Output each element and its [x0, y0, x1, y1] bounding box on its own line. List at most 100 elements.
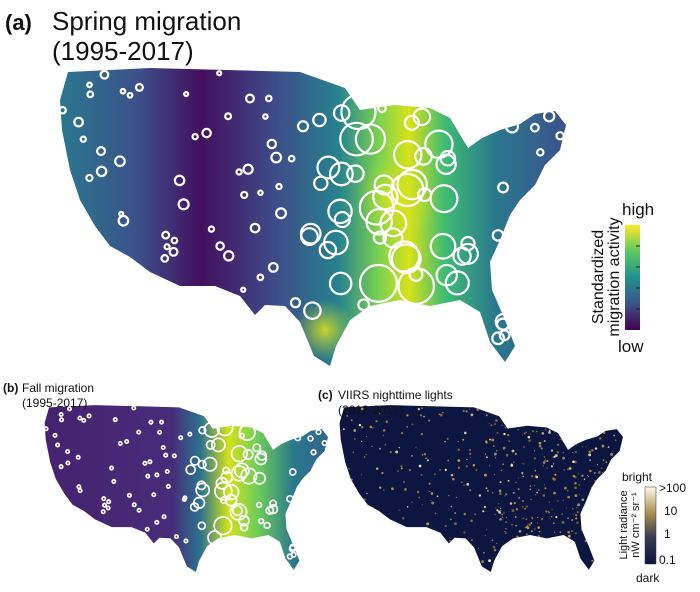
- city-light: [571, 519, 574, 521]
- radar-site: [154, 472, 160, 478]
- city-light: [514, 516, 517, 518]
- city-light: [575, 517, 578, 520]
- city-light: [543, 459, 546, 462]
- radar-site: [219, 496, 228, 504]
- radar-site: [390, 243, 422, 275]
- radar-site: [185, 464, 196, 475]
- city-light: [576, 511, 579, 513]
- radar-site: [99, 69, 110, 80]
- city-light: [607, 446, 610, 449]
- radar-site: [207, 530, 223, 546]
- radar-site: [267, 503, 279, 515]
- radar-site: [555, 131, 565, 141]
- city-light: [601, 444, 605, 448]
- city-light: [397, 470, 399, 472]
- radar-site: [126, 91, 134, 99]
- radar-site: [95, 165, 108, 178]
- radar-site: [202, 456, 218, 472]
- city-light: [538, 444, 542, 448]
- city-light: [517, 429, 519, 431]
- city-light: [385, 420, 389, 423]
- city-light: [444, 525, 447, 528]
- radar-site: [205, 439, 216, 450]
- panel-title: VIIRS nighttime lights: [338, 388, 453, 402]
- radar-site: [111, 478, 117, 484]
- city-light: [418, 496, 421, 499]
- map-outline: [339, 405, 623, 572]
- radar-site: [286, 553, 294, 560]
- radar-site: [310, 449, 317, 456]
- colorbar-tick-label: 1: [664, 527, 671, 541]
- radar-site: [269, 499, 277, 508]
- city-light: [428, 419, 431, 422]
- city-light: [418, 464, 422, 468]
- city-light: [400, 467, 403, 470]
- city-light: [375, 420, 378, 423]
- radar-site: [117, 440, 123, 447]
- city-light: [462, 438, 465, 441]
- radar-site: [192, 496, 206, 510]
- radar-site: [203, 421, 220, 438]
- colorbar-title: migration activity: [606, 217, 623, 336]
- radar-site: [263, 521, 271, 530]
- radar-site: [429, 232, 457, 260]
- radar-site: [197, 521, 207, 531]
- city-light: [457, 459, 461, 462]
- radar-site: [495, 317, 510, 332]
- city-light: [542, 465, 545, 467]
- city-light: [533, 457, 537, 460]
- radar-site: [505, 119, 520, 134]
- city-light: [365, 454, 367, 456]
- city-light: [429, 490, 431, 492]
- radar-site: [264, 94, 273, 103]
- radar-site: [86, 413, 92, 419]
- city-light: [515, 508, 519, 511]
- city-light: [594, 480, 597, 483]
- radar-site: [542, 109, 556, 123]
- city-light: [494, 452, 497, 456]
- city-light: [485, 414, 488, 417]
- city-light: [342, 428, 345, 431]
- city-light: [575, 532, 577, 535]
- city-light: [530, 522, 533, 524]
- radar-site: [213, 516, 233, 536]
- radar-site: [216, 419, 234, 437]
- city-light: [513, 461, 515, 463]
- city-light: [575, 451, 577, 453]
- city-light: [499, 518, 502, 521]
- radar-site: [397, 267, 436, 305]
- city-light: [536, 430, 538, 433]
- city-light: [508, 440, 511, 443]
- city-light: [583, 478, 586, 480]
- city-light: [496, 542, 498, 544]
- city-light: [540, 517, 544, 521]
- city-light: [562, 451, 565, 454]
- city-light: [442, 412, 444, 414]
- city-light: [572, 474, 576, 478]
- city-light: [434, 473, 436, 475]
- radar-site: [119, 87, 127, 95]
- radar-site: [189, 455, 200, 466]
- city-light: [507, 479, 510, 482]
- radar-site: [286, 494, 294, 503]
- city-light: [452, 477, 455, 481]
- city-light: [526, 431, 528, 433]
- city-light: [548, 431, 551, 434]
- radar-site: [161, 514, 167, 520]
- radar-site: [424, 129, 454, 159]
- radar-site: [267, 261, 279, 273]
- city-light: [576, 521, 579, 525]
- city-light: [436, 495, 439, 498]
- radar-site: [106, 499, 112, 505]
- city-light: [526, 524, 528, 526]
- city-light: [398, 509, 400, 511]
- city-light: [581, 498, 585, 502]
- city-light: [602, 459, 605, 462]
- radar-site: [81, 417, 87, 423]
- city-light: [457, 448, 460, 451]
- radar-site: [183, 538, 189, 544]
- city-light: [517, 488, 520, 491]
- city-light: [578, 494, 580, 496]
- city-light: [521, 462, 523, 464]
- city-light: [366, 436, 367, 438]
